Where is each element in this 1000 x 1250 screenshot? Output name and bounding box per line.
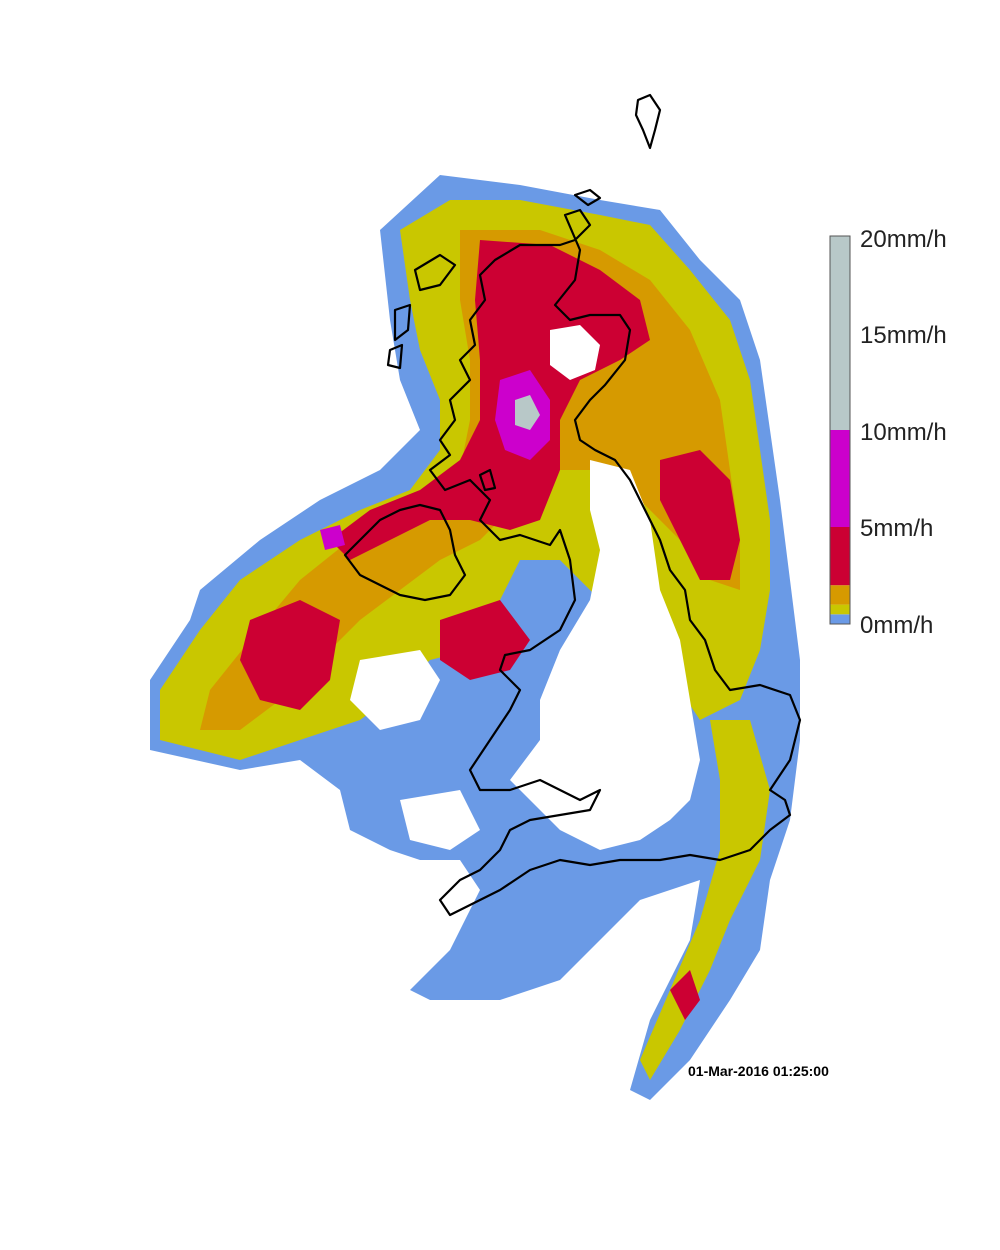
rain-band-very-heavy-2 [320, 525, 345, 550]
colorbar-label-0: 0mm/h [860, 612, 933, 639]
coastline-orkney [573, 188, 602, 207]
colorbar-frame [829, 235, 851, 625]
rain-band-extreme [515, 395, 540, 430]
dry-area-england [510, 460, 700, 850]
colorbar-band-2 [830, 585, 850, 605]
coastline [343, 93, 802, 917]
colorbar-bands [830, 236, 850, 624]
colorbar-label-10: 10mm/h [860, 419, 947, 446]
rain-band-heavy-ireland [440, 600, 530, 680]
coastline-shetland [634, 93, 662, 150]
rain-band-heavy-sw [240, 600, 340, 710]
rain-band-heavy-east [660, 450, 740, 580]
timestamp-label: 01-Mar-2016 01:25:00 [688, 1063, 829, 1079]
rain-field [150, 175, 800, 1100]
dry-area-scotland [550, 325, 600, 380]
dry-area-irish-sea [350, 650, 440, 730]
colorbar: 0mm/h 5mm/h 10mm/h 15mm/h 20mm/h [829, 226, 947, 639]
colorbar-band-5 [830, 236, 850, 430]
coastline-ireland [343, 503, 467, 602]
colorbar-label-20: 20mm/h [860, 226, 947, 253]
colorbar-band-4 [830, 430, 850, 527]
coastline-great-britain [428, 208, 802, 917]
dry-area-channel [400, 790, 480, 850]
colorbar-label-5: 5mm/h [860, 515, 933, 542]
colorbar-label-15: 15mm/h [860, 322, 947, 349]
coastline-isle-of-man [478, 468, 497, 492]
colorbar-band-1 [830, 604, 850, 615]
coastline-hebrides [386, 253, 457, 370]
rain-band-heavy-south [670, 970, 700, 1020]
colorbar-band-0 [830, 614, 850, 624]
colorbar-band-3 [830, 527, 850, 586]
